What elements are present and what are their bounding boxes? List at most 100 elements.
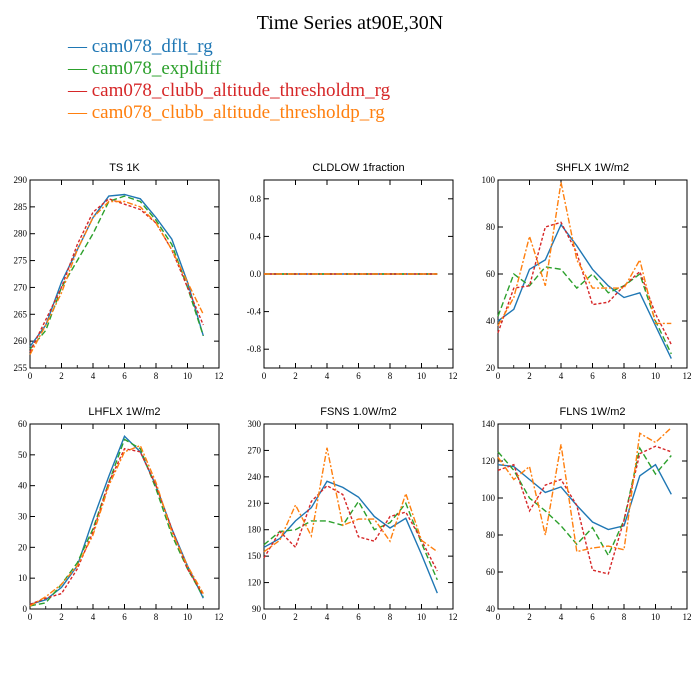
ts-x-tick-label: 4 [91, 371, 96, 381]
page-title: Time Series at90E,30N [256, 12, 444, 34]
fsns-y-tick-label: 210 [248, 498, 262, 508]
ts-x-tick-label: 6 [122, 371, 127, 381]
cldlow-x-tick-label: 10 [417, 371, 427, 381]
shflx-x-tick-label: 4 [559, 371, 564, 381]
cldlow-x-tick-label: 12 [449, 371, 458, 381]
shflx-y-tick-label: 80 [486, 222, 496, 232]
cldlow-x-tick-label: 6 [356, 371, 361, 381]
cldlow-y-tick-label: 0.0 [250, 269, 262, 279]
flns-plot-frame [497, 423, 688, 610]
ts-y-tick-label: 255 [14, 363, 28, 373]
lhflx-y-tick-label: 40 [18, 481, 28, 491]
fsns-y-tick-label: 90 [252, 604, 262, 614]
legend-entry-expldiff: — cam078_expldiff [68, 58, 221, 80]
flns-x-tick-label: 0 [496, 612, 501, 622]
flns-y-tick-label: 80 [486, 530, 496, 540]
lhflx-series-dflt [29, 435, 204, 606]
flns-series-thresholdp [497, 427, 672, 553]
flns-y-tick-label: 60 [486, 567, 496, 577]
flns-x-tick-label: 12 [683, 612, 692, 622]
flns-series-dflt [497, 463, 672, 531]
ts-x-tick-label: 8 [154, 371, 159, 381]
flns-series-thresholdm [497, 445, 672, 575]
shflx-y-tick-label: 60 [486, 269, 496, 279]
legend-swatch-icon: — [68, 80, 92, 101]
fsns-title: FSNS 1.0W/m2 [320, 406, 396, 418]
shflx-y-tick-label: 20 [486, 363, 496, 373]
lhflx-y-tick-label: 50 [18, 450, 28, 460]
ts-title: TS 1K [109, 162, 140, 174]
fsns-x-tick-label: 2 [293, 612, 298, 622]
lhflx-y-tick-label: 0 [23, 604, 28, 614]
flns-series-expldiff [497, 446, 672, 557]
shflx-y-tick-label: 40 [486, 316, 496, 326]
ts-x-tick-label: 12 [215, 371, 224, 381]
lhflx-series-expldiff [29, 438, 204, 607]
ts-x-tick-label: 0 [28, 371, 33, 381]
fsns-x-tick-label: 10 [417, 612, 427, 622]
flns-x-tick-label: 6 [590, 612, 595, 622]
ts-x-tick-label: 2 [59, 371, 64, 381]
fsns-x-tick-label: 8 [388, 612, 393, 622]
legend-label-expldiff: cam078_expldiff [91, 58, 222, 79]
lhflx-y-tick-label: 10 [18, 573, 28, 583]
cldlow-x-tick-label: 2 [293, 371, 298, 381]
ts-y-tick-label: 275 [14, 256, 28, 266]
ts-y-tick-label: 290 [14, 175, 28, 185]
ts-series-thresholdm [29, 198, 204, 353]
lhflx-series-thresholdm [29, 447, 204, 606]
shflx-plot-frame [497, 179, 688, 369]
cldlow-y-tick-label: -0.4 [247, 307, 262, 317]
lhflx-x-tick-label: 0 [28, 612, 33, 622]
ts-y-tick-label: 270 [14, 282, 28, 292]
cldlow-x-tick-label: 0 [262, 371, 267, 381]
legend-swatch-icon: — [68, 102, 92, 123]
lhflx-x-tick-label: 8 [154, 612, 159, 622]
cldlow-y-tick-label: -0.8 [247, 344, 262, 354]
flns-title: FLNS 1W/m2 [559, 406, 625, 418]
shflx-series-thresholdm [497, 221, 672, 345]
shflx-series-thresholdp [497, 182, 672, 327]
cldlow-x-tick-label: 4 [325, 371, 330, 381]
shflx-x-tick-label: 2 [527, 371, 532, 381]
shflx-x-tick-label: 8 [622, 371, 627, 381]
lhflx-series-thresholdp [29, 444, 204, 607]
cldlow-x-tick-label: 8 [388, 371, 393, 381]
ts-y-tick-label: 285 [14, 202, 28, 212]
lhflx-y-tick-label: 30 [18, 512, 28, 522]
lhflx-title: LHFLX 1W/m2 [88, 406, 160, 418]
shflx-x-tick-label: 10 [651, 371, 661, 381]
fsns-x-tick-label: 6 [356, 612, 361, 622]
legend-entry-thresholdm: — cam078_clubb_altitude_thresholdm_rg [68, 80, 390, 102]
fsns-plot-frame [263, 423, 454, 610]
shflx-series-dflt [497, 223, 672, 359]
ts-x-tick-label: 10 [183, 371, 193, 381]
legend-label-dflt: cam078_dflt_rg [91, 36, 213, 57]
flns-y-tick-label: 140 [482, 419, 496, 429]
fsns-x-tick-label: 0 [262, 612, 267, 622]
ts-plot-frame [29, 179, 220, 369]
flns-x-tick-label: 10 [651, 612, 661, 622]
fsns-x-tick-label: 12 [449, 612, 458, 622]
shflx-x-tick-label: 6 [590, 371, 595, 381]
ts-series-expldiff [29, 195, 204, 350]
shflx-y-tick-label: 100 [482, 175, 496, 185]
legend-entry-dflt: — cam078_dflt_rg [68, 36, 213, 58]
fsns-series-dflt [263, 480, 438, 594]
legend-label-thresholdm: cam078_clubb_altitude_thresholdm_rg [91, 80, 391, 101]
lhflx-x-tick-label: 10 [183, 612, 193, 622]
legend-swatch-icon: — [68, 58, 92, 79]
legend-entry-thresholdp: — cam078_clubb_altitude_thresholdp_rg [68, 102, 385, 124]
lhflx-plot-frame [29, 423, 220, 610]
fsns-series-thresholdm [263, 484, 438, 572]
flns-y-tick-label: 120 [482, 456, 496, 466]
lhflx-y-tick-label: 20 [18, 542, 28, 552]
flns-y-tick-label: 100 [482, 493, 496, 503]
lhflx-x-tick-label: 4 [91, 612, 96, 622]
fsns-y-tick-label: 120 [248, 578, 262, 588]
flns-y-tick-label: 40 [486, 604, 496, 614]
shflx-title: SHFLX 1W/m2 [556, 162, 629, 174]
shflx-x-tick-label: 0 [496, 371, 501, 381]
cldlow-y-tick-label: 0.4 [250, 231, 262, 241]
